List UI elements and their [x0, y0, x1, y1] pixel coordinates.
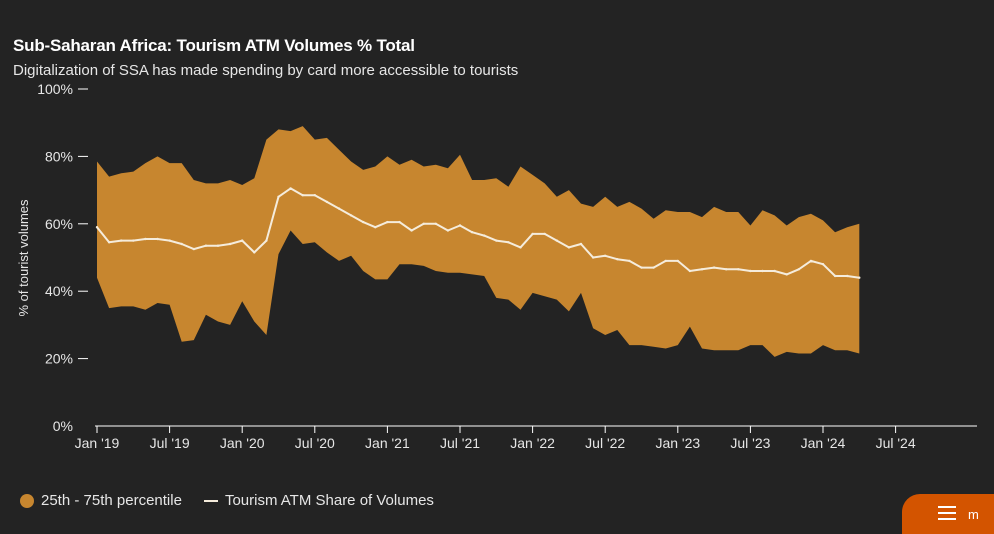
atm-share-point: [519, 246, 522, 249]
atm-share-point: [700, 268, 704, 271]
atm-share-point: [277, 195, 280, 198]
chart-legend: 25th - 75th percentile Tourism ATM Share…: [20, 492, 456, 509]
atm-share-point: [470, 231, 474, 234]
atm-share-point: [349, 214, 353, 217]
atm-share-point: [107, 241, 111, 244]
atm-share-point: [132, 239, 135, 242]
x-tick-label: Jan '19: [75, 435, 120, 451]
atm-share-point: [712, 266, 716, 269]
menu-button[interactable]: m: [902, 494, 994, 534]
atm-share-point: [374, 226, 377, 229]
atm-share-point: [797, 268, 800, 271]
atm-share-point: [616, 258, 619, 261]
atm-share-point: [640, 266, 643, 269]
atm-share-point: [386, 220, 389, 224]
legend-band-swatch: [20, 493, 34, 508]
atm-share-point: [591, 256, 595, 259]
atm-share-point: [446, 229, 450, 232]
atm-share-point: [337, 207, 341, 210]
legend-line-swatch: [203, 499, 218, 502]
y-tick-label: 80%: [45, 148, 73, 164]
chart-title: Sub-Saharan Africa: Tourism ATM Volumes …: [13, 36, 415, 55]
atm-share-point: [95, 226, 99, 229]
y-tick-label: 60%: [45, 216, 73, 232]
x-tick-label: Jul '19: [150, 435, 190, 451]
x-tick-label: Jul '22: [585, 435, 625, 451]
atm-share-point: [567, 246, 571, 249]
chart-subtitle: Digitalization of SSA has made spending …: [13, 62, 519, 79]
atm-share-point: [301, 194, 304, 197]
atm-share-point: [422, 222, 425, 225]
legend-item-band[interactable]: 25th - 75th percentile: [20, 492, 182, 509]
atm-share-point: [204, 244, 208, 247]
atm-share-point: [168, 239, 171, 242]
menu-button-label: m: [968, 507, 979, 522]
x-tick-label: Jan '23: [655, 435, 700, 451]
atm-share-point: [144, 237, 147, 241]
atm-share-point: [325, 200, 329, 204]
atm-share-point: [688, 269, 692, 273]
x-tick-label: Jul '21: [440, 435, 480, 451]
percentile-band[interactable]: [97, 126, 860, 357]
atm-share-point: [833, 274, 837, 278]
atm-share-point: [604, 254, 607, 257]
atm-share-point: [410, 229, 413, 232]
atm-share-point: [289, 187, 292, 190]
atm-share-point: [737, 268, 740, 271]
atm-share-point: [507, 241, 510, 244]
atm-share-point: [628, 259, 631, 263]
atm-share-point: [362, 220, 365, 224]
y-tick-label: 0%: [53, 418, 73, 434]
atm-share-point: [749, 269, 752, 273]
atm-share-line[interactable]: [96, 187, 860, 279]
hamburger-icon: [938, 506, 956, 520]
x-tick-label: Jan '22: [510, 435, 555, 451]
atm-share-point: [216, 244, 220, 247]
atm-share-point: [265, 239, 268, 242]
atm-share-point: [192, 247, 195, 251]
atm-share-point: [241, 239, 244, 242]
atm-share-point: [785, 273, 788, 276]
x-tick-label: Jul '23: [730, 435, 770, 451]
atm-share-point: [652, 266, 655, 269]
x-tick-label: Jul '24: [876, 435, 916, 451]
atm-share-point: [773, 269, 776, 273]
atm-share-point: [531, 232, 534, 236]
atm-share-point: [313, 194, 316, 197]
y-tick-label: 40%: [45, 283, 73, 299]
y-axis-title: % of tourist volumes: [16, 199, 31, 317]
y-tick-label: 20%: [45, 351, 73, 367]
atm-share-point: [809, 259, 813, 263]
atm-share-point: [495, 239, 498, 242]
atm-share-point: [180, 242, 183, 246]
legend-item-line[interactable]: Tourism ATM Share of Volumes: [203, 492, 434, 509]
atm-share-point: [761, 269, 764, 273]
x-tick-label: Jan '20: [220, 435, 265, 451]
atm-share-point: [434, 222, 437, 225]
chart-plot: 0% 20% 40% 60% 80% 100% Jan '19 Jul '19 Jan '20 J…: [16, 81, 977, 451]
atm-share-point: [398, 220, 401, 224]
x-tick-label: Jul '20: [295, 435, 335, 451]
legend-line-label: Tourism ATM Share of Volumes: [224, 492, 434, 509]
atm-share-point: [579, 242, 583, 246]
atm-share-point: [821, 263, 825, 266]
atm-share-point: [555, 239, 558, 242]
atm-share-point: [846, 274, 849, 278]
atm-share-point: [120, 239, 123, 242]
y-tick-label: 100%: [37, 81, 73, 97]
x-tick-label: Jan '21: [365, 435, 410, 451]
atm-share-point: [858, 276, 861, 279]
x-tick-label: Jan '24: [801, 435, 846, 451]
atm-share-point: [664, 259, 667, 263]
atm-share-point: [676, 259, 679, 263]
atm-share-point: [458, 224, 462, 227]
atm-share-point: [228, 242, 232, 246]
atm-share-point: [543, 232, 546, 236]
atm-share-point: [156, 237, 159, 241]
atm-share-point: [725, 268, 728, 271]
legend-band-label: 25th - 75th percentile: [41, 492, 182, 509]
atm-share-point: [253, 251, 256, 254]
atm-share-point: [483, 234, 486, 237]
